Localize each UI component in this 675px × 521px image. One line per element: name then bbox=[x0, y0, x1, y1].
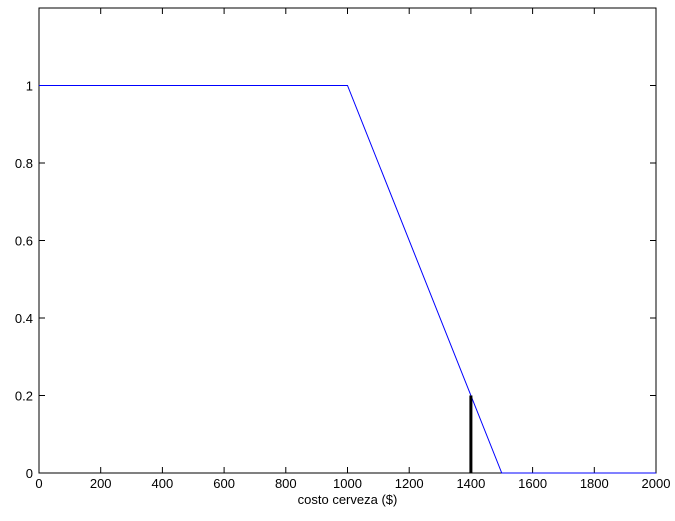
x-tick-label: 400 bbox=[152, 476, 174, 491]
series-line bbox=[39, 85, 656, 474]
y-tick-label: 0.8 bbox=[15, 156, 33, 171]
x-tick-label: 1800 bbox=[580, 476, 609, 491]
y-tick-label: 0.2 bbox=[15, 389, 33, 404]
y-tick-label: 0.6 bbox=[15, 234, 33, 249]
y-tick-label: 0 bbox=[26, 466, 33, 481]
tick-labels: 0 200 400 600 800 1000 1200 1400 1600 1800 2000 0 0.… bbox=[15, 79, 671, 492]
ticks bbox=[38, 8, 657, 474]
plot-area bbox=[38, 7, 657, 474]
x-axis-label: costo cerveza ($) bbox=[298, 492, 398, 507]
series bbox=[39, 85, 656, 474]
x-tick-label: 1600 bbox=[518, 476, 547, 491]
x-tick-label: 1000 bbox=[333, 476, 362, 491]
x-tick-label: 600 bbox=[213, 476, 235, 491]
x-tick-label: 1400 bbox=[456, 476, 485, 491]
x-tick-label: 1200 bbox=[395, 476, 424, 491]
x-tick-label: 2000 bbox=[642, 476, 671, 491]
x-tick-label: 200 bbox=[90, 476, 112, 491]
y-tick-label: 0.4 bbox=[15, 311, 33, 326]
y-tick-label: 1 bbox=[26, 79, 33, 94]
x-tick-label: 800 bbox=[275, 476, 297, 491]
x-tick-label: 0 bbox=[35, 476, 42, 491]
